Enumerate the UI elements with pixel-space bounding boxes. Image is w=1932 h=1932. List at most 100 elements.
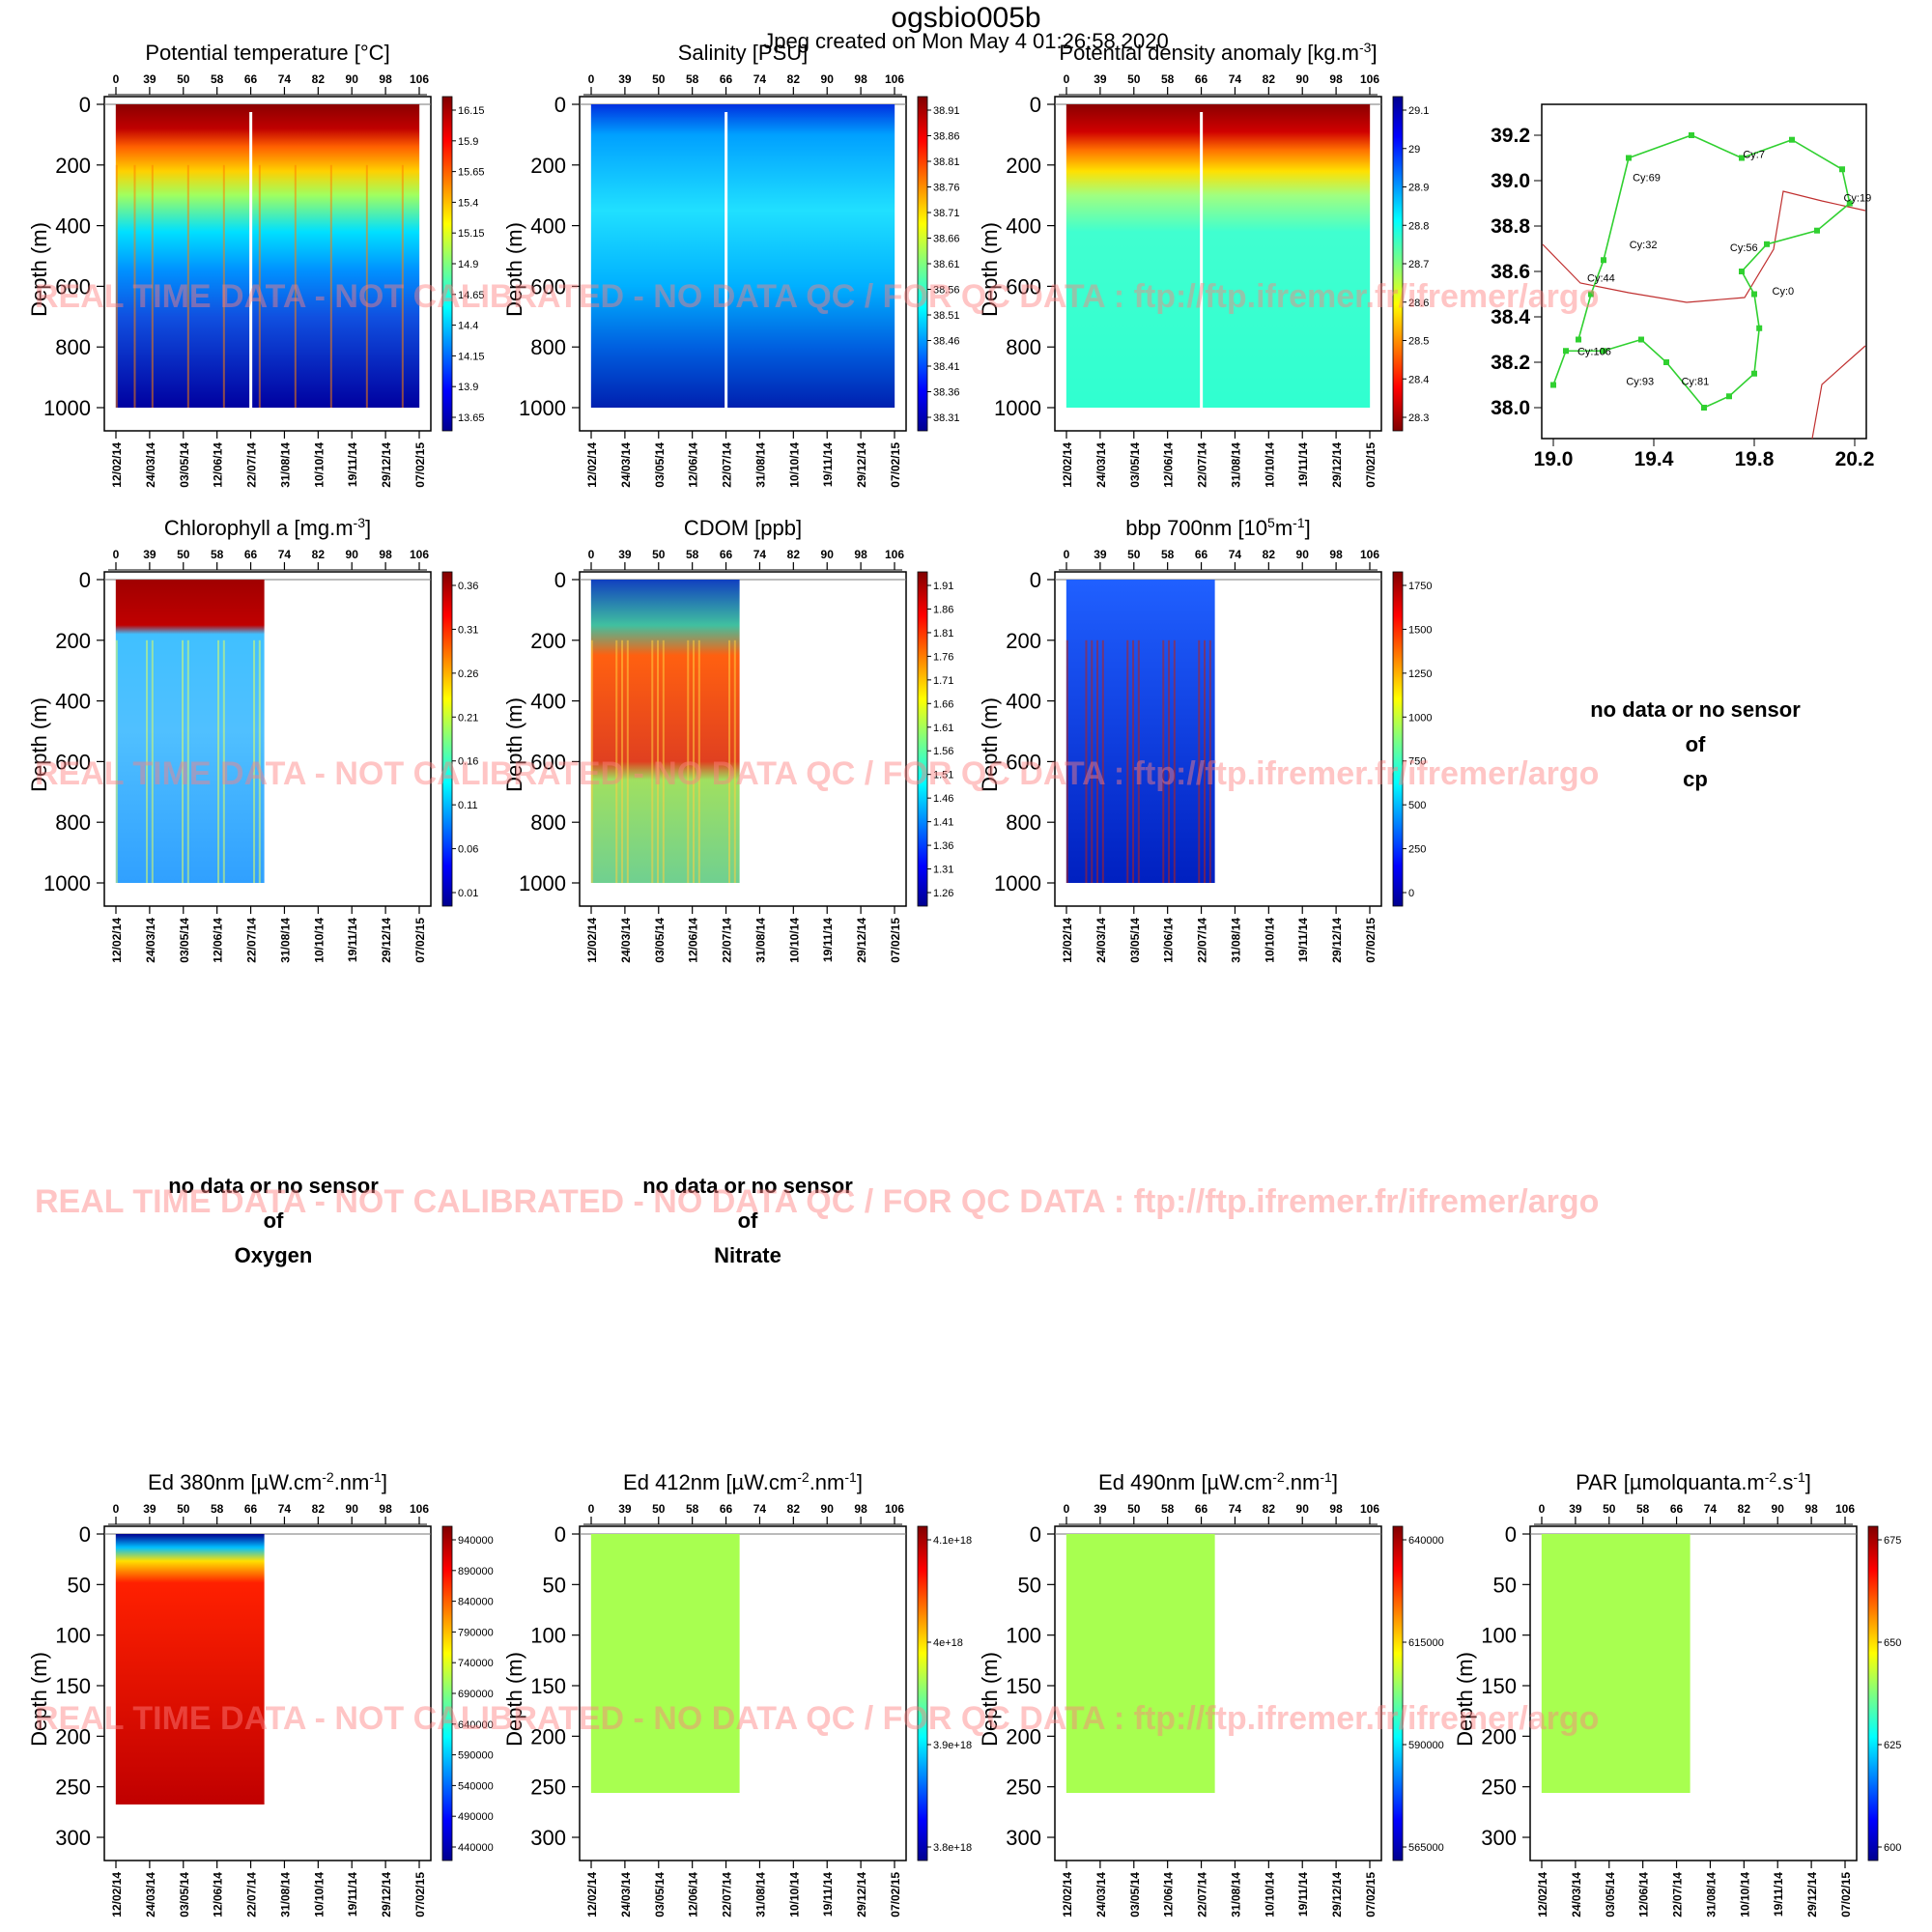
depth-tick-label: 50 (1018, 1573, 1041, 1597)
colorbar-tick-label: 675 (1884, 1535, 1901, 1547)
cycle-tick-label: 74 (278, 72, 292, 86)
lat-tick-label: 38.8 (1491, 215, 1530, 238)
depth-tick-label: 50 (543, 1573, 566, 1597)
cycle-tick-label: 39 (1094, 548, 1107, 561)
ed412-colorbar (917, 1525, 928, 1861)
date-tick-label: 24/03/14 (619, 918, 633, 963)
profile-stripe (133, 164, 136, 408)
colorbar-tick-label: 615000 (1408, 1637, 1444, 1649)
colorbar-tick-label: 4.1e+18 (933, 1535, 972, 1547)
colorbar-tick-label: 15.65 (458, 167, 485, 179)
depth-tick-label: 400 (530, 690, 566, 714)
date-tick-label: 19/11/14 (1772, 1872, 1785, 1917)
watermark-text: REAL TIME DATA - NOT CALIBRATED - NO DAT… (35, 278, 1599, 315)
colorbar-tick-label: 690000 (458, 1689, 494, 1700)
profile-stripe (590, 639, 593, 883)
colorbar-tick-label: 640000 (1408, 1535, 1444, 1547)
cycle-tick-label: 98 (1329, 72, 1343, 86)
profile-stripe (1204, 639, 1207, 883)
par-data-field (1541, 1534, 1690, 1793)
date-tick-label: 22/07/14 (245, 918, 259, 963)
trajectory-point (1751, 291, 1757, 298)
cycle-tick-label: 58 (1636, 1502, 1650, 1516)
depth-tick-label: 150 (530, 1674, 566, 1698)
date-tick-label: 31/08/14 (278, 442, 292, 488)
watermark-text: REAL TIME DATA - NOT CALIBRATED - NO DAT… (35, 1700, 1599, 1737)
colorbar-tick-label: 0.21 (458, 712, 478, 724)
cycle-tick-label: 0 (588, 548, 595, 561)
colorbar-tick-label: 1.31 (933, 865, 953, 876)
depth-tick-label: 1000 (43, 396, 91, 420)
date-tick-label: 31/08/14 (1704, 1872, 1718, 1918)
date-tick-label: 19/11/14 (1296, 1872, 1310, 1917)
date-tick-label: 22/07/14 (721, 918, 734, 963)
depth-tick-label: 400 (55, 214, 91, 239)
profile-stripe (1065, 639, 1068, 883)
colorbar-tick-label: 1.91 (933, 581, 953, 592)
cycle-tick-label: 66 (720, 548, 733, 561)
colorbar-tick-label: 1.41 (933, 817, 953, 829)
date-tick-label: 03/05/14 (653, 918, 667, 963)
depth-axis-label: Depth (m) (978, 222, 1002, 317)
date-tick-label: 31/08/14 (1229, 918, 1242, 963)
cycle-tick-label: 66 (1670, 1502, 1684, 1516)
cycle-tick-label: 0 (113, 72, 120, 86)
cycle-tick-label: 39 (618, 548, 632, 561)
profile-stripe (728, 639, 731, 883)
profile-stripe (115, 639, 118, 883)
lat-tick-label: 38.4 (1491, 306, 1530, 328)
profile-stripe (1101, 639, 1104, 883)
date-tick-label: 03/05/14 (178, 442, 191, 488)
cycle-tick-label: 106 (1360, 72, 1379, 86)
date-tick-label: 19/11/14 (346, 918, 359, 962)
trajectory-point (1638, 336, 1644, 343)
date-tick-label: 24/03/14 (1094, 442, 1108, 488)
colorbar-tick-label: 250 (1408, 844, 1426, 856)
date-tick-label: 03/05/14 (1128, 918, 1142, 963)
colorbar-tick-label: 3.9e+18 (933, 1740, 972, 1751)
profile-stripe (146, 639, 149, 883)
cycle-tick-label: 74 (753, 548, 767, 561)
colorbar-tick-label: 0.06 (458, 844, 478, 856)
cycle-tick-label: 90 (1296, 548, 1310, 561)
page-title: ogsbio005b (891, 2, 1041, 34)
profile-stripe (1096, 639, 1099, 883)
cycle-tick-label: 82 (312, 1502, 326, 1516)
trajectory-point (1839, 166, 1845, 173)
chl-panel: Chlorophyll a [mg.m-3] 0 39 50 58 66 74 82 90 98 1… (27, 515, 478, 963)
depth-axis-label: Depth (m) (27, 697, 51, 792)
date-tick-label: 03/05/14 (653, 1872, 667, 1918)
depth-tick-label: 200 (1006, 154, 1041, 178)
cycle-tick-label: 0 (588, 72, 595, 86)
ed412-data-field (590, 1534, 740, 1793)
colorbar-tick-label: 590000 (1408, 1740, 1444, 1751)
bbp-data-field (1065, 580, 1215, 883)
cycle-tick-label: 39 (143, 548, 156, 561)
cycle-tick-label: 50 (1603, 1502, 1616, 1516)
lat-tick-label: 38.0 (1491, 397, 1530, 419)
colorbar-tick-label: 28.4 (1408, 374, 1429, 385)
cycle-tick-label: 90 (346, 72, 359, 86)
date-tick-label: 12/02/14 (585, 1872, 599, 1918)
date-tick-label: 12/06/14 (212, 918, 225, 963)
bbp-title: bbp 700nm [105m-1] (1125, 515, 1310, 540)
colorbar-tick-label: 1250 (1408, 668, 1432, 680)
colorbar-tick-label: 1.86 (933, 604, 953, 615)
cycle-tick-label: 106 (885, 548, 904, 561)
chl-title: Chlorophyll a [mg.m-3] (164, 515, 371, 540)
colorbar-tick-label: 740000 (458, 1658, 494, 1669)
cycle-tick-label: 98 (1329, 1502, 1343, 1516)
sal-panel: Salinity [PSU] 0 39 50 58 66 74 82 90 98 106 0 200 40… (502, 41, 960, 488)
colorbar-tick-label: 28.9 (1408, 183, 1429, 194)
depth-tick-label: 800 (1006, 810, 1041, 835)
date-tick-label: 24/03/14 (1094, 918, 1108, 963)
no-data-message: no data or no sensor of Nitrate (642, 1174, 853, 1267)
colorbar-tick-label: 13.65 (458, 412, 485, 424)
date-tick-label: 07/02/15 (1364, 442, 1378, 488)
date-tick-label: 10/10/14 (787, 1872, 801, 1918)
date-tick-label: 07/02/15 (1364, 1872, 1378, 1918)
depth-tick-label: 600 (1006, 274, 1041, 298)
profile-stripe (186, 639, 189, 883)
date-tick-label: 12/06/14 (1637, 1872, 1651, 1918)
